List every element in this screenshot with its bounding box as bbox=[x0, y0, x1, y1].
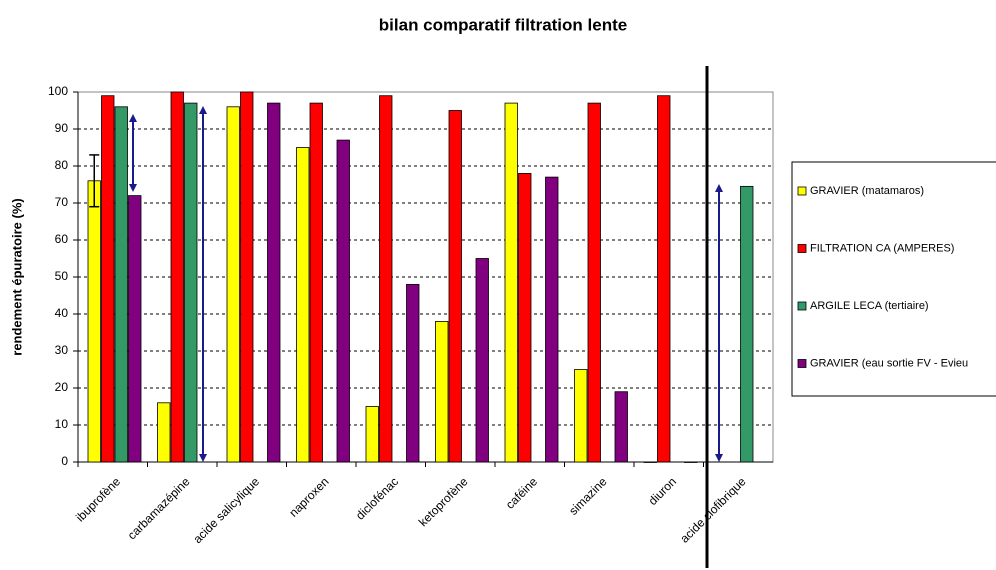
bar bbox=[643, 461, 657, 463]
bar bbox=[240, 91, 254, 463]
bar bbox=[545, 176, 559, 463]
bar bbox=[379, 95, 393, 463]
y-tick-label: 10 bbox=[55, 417, 69, 431]
y-tick-label: 100 bbox=[48, 84, 68, 98]
legend-swatch bbox=[797, 186, 807, 196]
legend-label: ARGILE LECA (tertiaire) bbox=[810, 300, 929, 312]
y-tick-label: 90 bbox=[55, 121, 69, 135]
y-tick-label: 50 bbox=[55, 269, 69, 283]
bar bbox=[157, 402, 171, 463]
bar bbox=[518, 172, 532, 463]
x-tick-label: acide salicylique bbox=[190, 474, 262, 546]
x-tick-label: simazine bbox=[566, 474, 610, 518]
bar bbox=[336, 139, 350, 463]
bar bbox=[614, 391, 628, 463]
bar bbox=[448, 110, 462, 463]
x-tick-label: ibuprofène bbox=[73, 474, 123, 524]
legend-swatch bbox=[797, 359, 807, 368]
y-tick-label: 20 bbox=[55, 380, 69, 394]
x-tick-label: carbamazépine bbox=[125, 474, 193, 542]
bar bbox=[267, 102, 281, 463]
y-tick-label: 40 bbox=[55, 306, 69, 320]
bar bbox=[226, 106, 240, 463]
bar bbox=[740, 185, 754, 463]
bar bbox=[87, 180, 101, 463]
y-tick-label: 0 bbox=[61, 454, 68, 468]
bar bbox=[114, 106, 128, 463]
bar bbox=[435, 320, 449, 463]
bar bbox=[101, 95, 115, 463]
legend-swatch bbox=[797, 301, 807, 311]
y-axis-label: rendement épuratoire (%) bbox=[9, 198, 24, 355]
x-tick-label: naproxen bbox=[286, 474, 331, 519]
legend-label: FILTRATION CA (AMPERES) bbox=[810, 242, 954, 254]
legend-label: GRAVIER (matamaros) bbox=[810, 185, 924, 197]
x-tick-label: ketoprofène bbox=[416, 474, 471, 529]
chart-title: bilan comparatif filtration lente bbox=[379, 15, 627, 34]
x-tick-label: caféine bbox=[503, 474, 540, 511]
bar bbox=[657, 95, 671, 463]
bar bbox=[296, 147, 310, 463]
bar bbox=[475, 258, 489, 463]
x-tick-label: diuron bbox=[646, 474, 679, 507]
bar bbox=[365, 406, 379, 463]
bar bbox=[170, 91, 184, 463]
x-tick-label: acide clofibrique bbox=[677, 474, 748, 545]
y-tick-label: 30 bbox=[55, 343, 69, 357]
marks: 0 10 20 30 40 50 60 70 80 90 100 ibuprofène carbamaz… bbox=[48, 84, 773, 546]
bar bbox=[684, 461, 698, 463]
bar bbox=[309, 102, 323, 463]
x-tick-label: diclofénac bbox=[353, 474, 401, 522]
legend-swatch bbox=[797, 244, 807, 253]
bar bbox=[504, 102, 518, 463]
legend bbox=[791, 161, 996, 397]
bar bbox=[406, 283, 420, 463]
bar bbox=[184, 102, 198, 463]
bar bbox=[587, 102, 601, 463]
legend-label: GRAVIER (eau sortie FV - Evieu bbox=[810, 357, 968, 369]
y-tick-label: 80 bbox=[55, 158, 69, 172]
y-tick-label: 70 bbox=[55, 195, 69, 209]
bar bbox=[128, 195, 142, 463]
error-bar bbox=[89, 154, 100, 208]
bar bbox=[574, 369, 588, 463]
y-tick-label: 60 bbox=[55, 232, 69, 246]
